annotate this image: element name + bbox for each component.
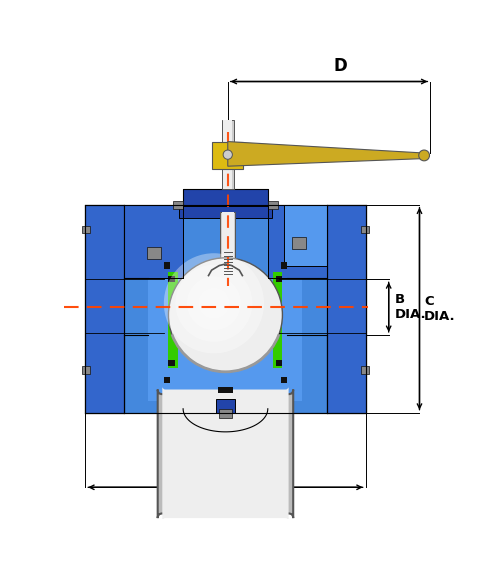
Bar	[287, 320, 366, 323]
Bar	[86, 326, 148, 329]
Bar	[281, 377, 287, 384]
Bar	[287, 294, 366, 297]
Circle shape	[176, 265, 252, 342]
Text: B
DIA.: B DIA.	[395, 293, 426, 321]
Bar	[168, 360, 174, 366]
Bar	[86, 279, 148, 282]
Bar	[281, 262, 287, 269]
Bar	[287, 326, 366, 329]
Bar	[86, 311, 148, 314]
Bar	[220, 212, 236, 274]
Bar	[86, 285, 148, 288]
Bar	[86, 323, 148, 326]
Bar	[287, 329, 366, 332]
Bar	[222, 212, 234, 274]
Bar	[183, 189, 268, 212]
Bar	[86, 282, 148, 285]
Bar	[287, 276, 366, 279]
Bar	[82, 226, 90, 233]
Bar	[148, 205, 302, 401]
Bar	[86, 205, 124, 413]
Bar	[86, 297, 148, 300]
Bar	[212, 142, 243, 168]
Bar	[222, 120, 234, 189]
Circle shape	[168, 258, 282, 372]
Circle shape	[223, 150, 232, 159]
Bar	[287, 300, 366, 303]
Bar	[164, 262, 170, 269]
Bar	[218, 387, 233, 394]
Bar	[287, 297, 366, 300]
Circle shape	[418, 150, 430, 161]
Bar	[124, 205, 183, 278]
Bar	[287, 305, 366, 308]
Bar	[287, 205, 327, 278]
Bar	[287, 314, 366, 317]
Bar	[179, 206, 272, 218]
Bar	[273, 272, 282, 368]
Bar	[183, 189, 268, 278]
Bar	[287, 317, 366, 320]
Bar	[82, 366, 90, 374]
Bar	[86, 288, 148, 291]
Bar	[268, 201, 278, 209]
Bar	[147, 247, 161, 259]
Bar	[86, 294, 148, 297]
FancyBboxPatch shape	[162, 387, 288, 521]
Circle shape	[187, 276, 241, 330]
Bar	[327, 205, 366, 413]
Bar	[276, 360, 282, 366]
Bar	[124, 205, 327, 413]
Bar	[216, 269, 240, 283]
Bar	[124, 205, 148, 278]
Text: A: A	[219, 495, 232, 513]
Bar	[287, 285, 366, 288]
Bar	[220, 409, 232, 418]
Circle shape	[198, 288, 230, 319]
Bar	[216, 399, 234, 413]
Circle shape	[164, 253, 264, 353]
Bar	[86, 291, 148, 294]
Bar	[361, 366, 368, 374]
Bar	[86, 332, 148, 335]
Bar	[86, 305, 148, 308]
Bar	[327, 205, 366, 413]
Bar	[287, 303, 366, 305]
Bar	[86, 303, 148, 305]
Bar	[287, 288, 366, 291]
Bar	[287, 335, 327, 413]
Bar	[287, 282, 366, 285]
Bar	[276, 276, 282, 282]
Bar	[287, 291, 366, 294]
Bar	[361, 226, 368, 233]
Bar	[86, 308, 148, 311]
FancyBboxPatch shape	[158, 389, 293, 518]
Bar	[284, 205, 327, 266]
Text: C
DIA.: C DIA.	[424, 294, 456, 322]
Bar	[86, 276, 148, 279]
Text: D: D	[334, 57, 347, 75]
Bar	[268, 205, 327, 278]
Bar	[168, 276, 174, 282]
Bar	[287, 311, 366, 314]
Bar	[164, 377, 170, 384]
Bar	[86, 320, 148, 323]
Bar	[287, 332, 366, 335]
Bar	[173, 201, 183, 209]
Bar	[292, 237, 306, 248]
Bar	[86, 314, 148, 317]
Bar	[168, 272, 177, 368]
Bar	[86, 329, 148, 332]
Bar	[86, 205, 124, 413]
Polygon shape	[228, 142, 426, 166]
Bar	[287, 323, 366, 326]
Bar	[287, 308, 366, 311]
Bar	[287, 279, 366, 282]
Polygon shape	[214, 143, 228, 164]
Bar	[124, 335, 148, 413]
Bar	[86, 300, 148, 303]
Bar	[223, 120, 232, 189]
Bar	[86, 317, 148, 320]
